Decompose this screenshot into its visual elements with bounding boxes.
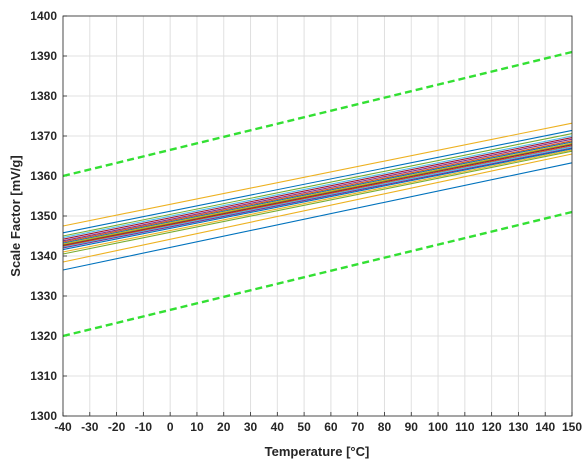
y-tick-label: 1390 [30,49,57,63]
x-tick-label: 50 [297,420,311,434]
series-line [62,140,573,243]
y-tick-label: 1370 [30,129,57,143]
y-tick-label: 1350 [30,209,57,223]
x-tick-label: -20 [108,420,126,434]
series-line [62,142,573,245]
y-tick-label: 1300 [30,409,57,423]
x-tick-label: 70 [351,420,365,434]
plot-frame [62,15,573,417]
x-tick-label: 20 [217,420,231,434]
series-line [62,133,573,237]
series-line [62,145,573,247]
series-line [62,122,573,227]
x-tick-label: 40 [271,420,285,434]
x-tick-label: 80 [378,420,392,434]
series-line [62,148,573,251]
x-tick-label: -30 [81,420,99,434]
series-line [62,137,573,240]
series-line [62,143,573,246]
y-tick-label: 1320 [30,329,57,343]
series-line [62,135,573,239]
y-tick-label: 1360 [30,169,57,183]
series-line [62,129,573,234]
x-tick-label: 140 [535,420,555,434]
series-line [62,149,573,253]
series-group [62,122,573,271]
x-tick-label: 110 [455,420,475,434]
x-tick-label: -40 [54,420,72,434]
x-tick-label: -10 [135,420,153,434]
y-tick-label: 1310 [30,369,57,383]
x-tick-label: 10 [190,420,204,434]
y-tick-label: 1330 [30,289,57,303]
x-tick-label: 0 [167,420,174,434]
y-tick-label: 1380 [30,89,57,103]
series-line [62,141,573,244]
series-line [62,146,573,248]
y-tick-label: 1340 [30,249,57,263]
x-tick-label: 90 [405,420,419,434]
y-tick-label: 1400 [30,9,57,23]
x-tick-label: 100 [428,420,448,434]
x-tick-label: 150 [562,420,582,434]
x-tick-labels: -40 -30 -20 -10 0 10 20 30 40 50 60 70 80 90 100 110 120… [54,420,582,434]
series-line [62,162,573,271]
series-line [62,153,573,263]
x-tick-label: 60 [324,420,338,434]
y-tick-labels: 1300 1310 1320 1330 1340 1350 1360 1370 1380 1390… [30,9,57,423]
series-line [62,150,573,255]
series-line [62,147,573,249]
x-tick-label: 130 [508,420,528,434]
x-tick-label: 120 [482,420,502,434]
x-tick-label: 30 [244,420,258,434]
series-line [62,144,573,247]
y-axis-label: Scale Factor [mV/g] [8,155,23,276]
x-axis-label: Temperature [°C] [265,444,370,459]
series-line [62,138,573,242]
